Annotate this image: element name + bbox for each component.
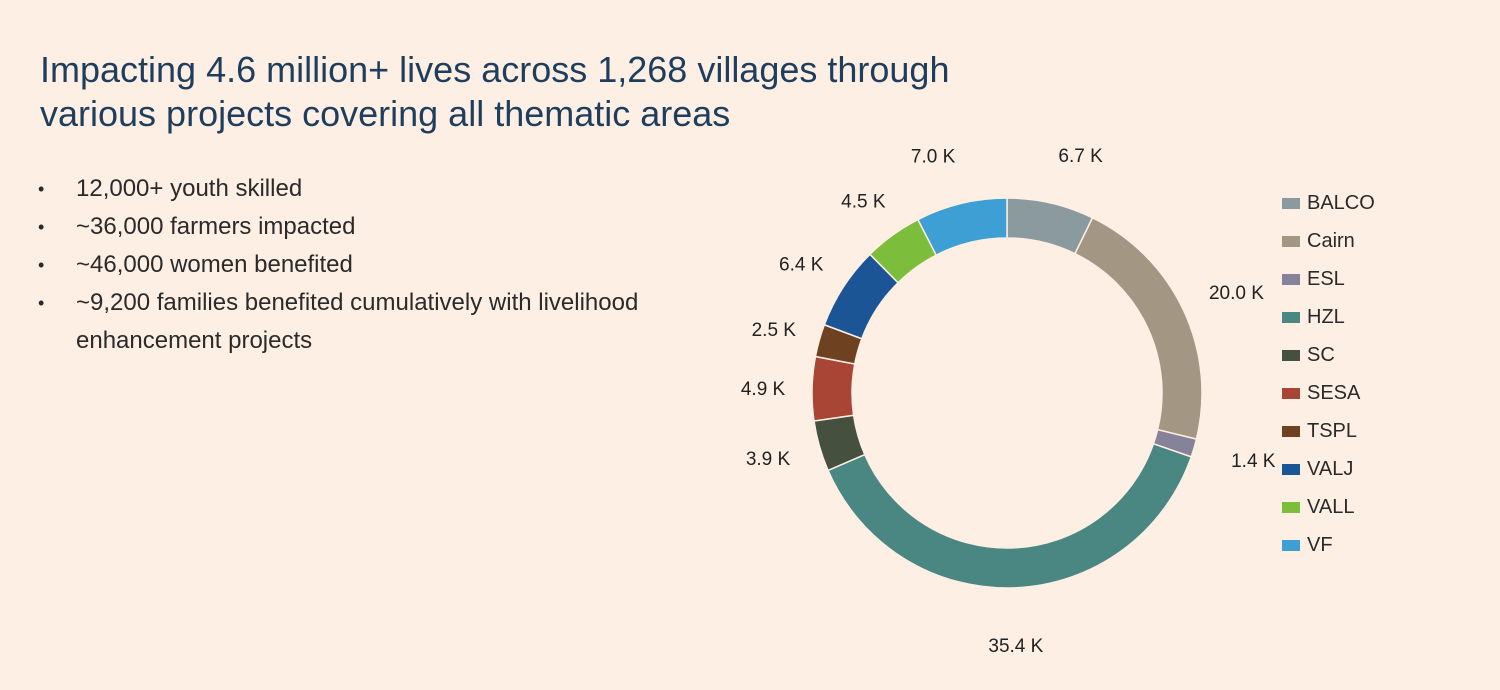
data-label-vf: 7.0 K [911,147,956,168]
bullet-item: ~46,000 women benefited [38,246,678,284]
legend-swatch [1282,197,1300,209]
legend-label: SESA [1307,381,1361,404]
legend-swatch [1282,235,1300,247]
legend-item-vf: VF [1282,526,1482,564]
legend-swatch [1282,273,1300,285]
data-label-valj: 6.4 K [779,255,824,276]
legend-label: HZL [1307,305,1345,328]
bullet-list: 12,000+ youth skilled ~36,000 farmers im… [38,170,678,360]
data-label-vall: 4.5 K [841,191,886,212]
legend-label: VALL [1307,495,1355,518]
title-line-1: Impacting 4.6 million+ lives across 1,26… [40,49,950,90]
legend-swatch [1282,539,1300,551]
legend-label: ESL [1307,267,1345,290]
legend-label: TSPL [1307,419,1358,442]
legend-item-vall: VALL [1282,488,1482,526]
legend-item-hzl: HZL [1282,298,1482,336]
bullet-item: 12,000+ youth skilled [38,170,678,208]
legend-item-sesa: SESA [1282,374,1482,412]
legend-label: VF [1307,533,1333,556]
donut-slice-hzl [827,442,1193,589]
legend-swatch [1282,425,1300,437]
donut-slice-vf [916,197,1008,257]
legend-label: Cairn [1307,229,1355,252]
legend-label: VALJ [1307,457,1354,480]
legend-item-valj: VALJ [1282,450,1482,488]
legend-swatch [1282,463,1300,475]
legend-item-balco: BALCO [1282,184,1482,222]
data-label-balco: 6.7 K [1058,146,1103,167]
legend-item-tspl: TSPL [1282,412,1482,450]
bullet-item: ~36,000 farmers impacted [38,208,678,246]
data-label-sc: 3.9 K [746,449,791,470]
legend-item-esl: ESL [1282,260,1482,298]
data-label-esl: 1.4 K [1231,451,1276,472]
legend-item-sc: SC [1282,336,1482,374]
donut-slice-cairn [1073,216,1203,441]
data-label-tspl: 2.5 K [752,320,797,341]
legend-swatch [1282,501,1300,513]
data-label-hzl: 35.4 K [988,636,1043,657]
donut-slice-sesa [811,355,856,422]
title-line-2: various projects covering all thematic a… [40,93,731,134]
legend-swatch [1282,349,1300,361]
page-title: Impacting 4.6 million+ lives across 1,26… [40,48,1140,136]
legend-swatch [1282,311,1300,323]
chart-legend: BALCO Cairn ESL HZL SC SESA TSPL VALJ VALL VF [1282,184,1482,564]
legend-label: BALCO [1307,191,1375,214]
legend-item-cairn: Cairn [1282,222,1482,260]
data-label-cairn: 20.0 K [1209,283,1264,304]
legend-swatch [1282,387,1300,399]
bullet-item: ~9,200 families benefited cumulatively w… [38,284,678,360]
legend-label: SC [1307,343,1335,366]
data-label-sesa: 4.9 K [741,379,786,400]
